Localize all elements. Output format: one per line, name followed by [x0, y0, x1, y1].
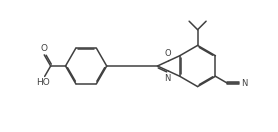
Text: O: O: [41, 44, 48, 53]
Text: O: O: [164, 49, 171, 58]
Text: HO: HO: [36, 78, 50, 87]
Text: N: N: [241, 79, 247, 88]
Text: N: N: [164, 74, 171, 83]
